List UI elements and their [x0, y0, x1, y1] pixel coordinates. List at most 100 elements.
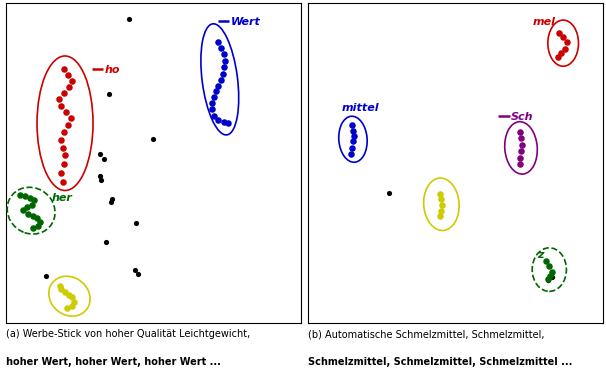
Point — [65, 291, 75, 298]
Point — [56, 170, 66, 176]
Point — [124, 16, 134, 22]
Point — [216, 45, 226, 51]
Text: hoher Wert, hoher Wert, hoher Wert ...: hoher Wert, hoher Wert, hoher Wert ... — [6, 357, 221, 367]
Point — [99, 156, 109, 163]
Point — [208, 100, 218, 106]
Point — [28, 225, 38, 231]
Point — [436, 207, 446, 214]
Point — [27, 202, 37, 208]
Point — [35, 218, 45, 225]
Point — [347, 145, 357, 151]
Point — [213, 83, 223, 89]
Point — [60, 152, 70, 158]
Point — [96, 151, 105, 158]
Point — [130, 267, 140, 273]
Point — [218, 71, 228, 77]
Text: mel: mel — [533, 17, 556, 27]
Point — [132, 220, 141, 227]
Point — [55, 283, 65, 289]
Point — [223, 120, 233, 126]
Point — [542, 258, 551, 264]
Point — [209, 94, 219, 100]
Point — [63, 72, 73, 78]
Point — [516, 148, 526, 154]
Point — [59, 129, 68, 135]
Point — [553, 54, 563, 60]
Text: (b) Automatische Schmelzmittel, Schmelzmittel,: (b) Automatische Schmelzmittel, Schmelzm… — [308, 329, 545, 339]
Point — [60, 289, 70, 295]
Point — [58, 179, 67, 185]
Point — [21, 193, 30, 199]
Point — [348, 127, 358, 134]
Point — [561, 45, 570, 52]
Point — [133, 270, 143, 277]
Point — [18, 207, 28, 213]
Point — [556, 50, 566, 56]
Point — [516, 161, 525, 167]
Point — [219, 119, 228, 125]
Point — [545, 273, 555, 279]
Text: Schmelzmittel, Schmelzmittel, Schmelzmittel ...: Schmelzmittel, Schmelzmittel, Schmelzmit… — [308, 357, 573, 367]
Point — [516, 135, 526, 142]
Point — [547, 274, 557, 280]
Point — [220, 58, 230, 64]
Point — [349, 133, 359, 139]
Point — [106, 199, 116, 205]
Point — [66, 114, 76, 121]
Point — [101, 239, 111, 245]
Point — [216, 77, 225, 83]
Point — [28, 213, 38, 219]
Point — [62, 109, 72, 115]
Point — [435, 213, 445, 219]
Point — [558, 34, 568, 40]
Text: mittel: mittel — [342, 103, 380, 113]
Point — [67, 303, 76, 309]
Point — [63, 122, 73, 128]
Text: ho: ho — [104, 65, 120, 75]
Point — [346, 151, 356, 157]
Point — [56, 103, 65, 109]
Point — [554, 29, 564, 36]
Point — [219, 51, 228, 58]
Point — [104, 91, 113, 98]
Point — [347, 122, 357, 129]
Point — [209, 113, 219, 119]
Point — [384, 190, 394, 196]
Text: (a) Werbe-Stick von hoher Qualität Leichtgewicht,: (a) Werbe-Stick von hoher Qualität Leich… — [6, 329, 250, 339]
Point — [41, 273, 51, 279]
Point — [33, 223, 43, 229]
Point — [95, 173, 105, 179]
Point — [547, 269, 557, 275]
Point — [515, 129, 525, 135]
Point — [207, 106, 217, 113]
Point — [213, 38, 223, 45]
Point — [56, 286, 66, 292]
Point — [69, 298, 79, 305]
Point — [213, 117, 223, 123]
Point — [59, 161, 68, 167]
Point — [58, 145, 67, 151]
Point — [148, 136, 158, 142]
Point — [67, 294, 77, 300]
Text: her: her — [52, 194, 73, 203]
Point — [59, 90, 68, 96]
Point — [219, 64, 229, 70]
Point — [211, 88, 221, 94]
Point — [436, 196, 446, 202]
Point — [515, 154, 525, 161]
Point — [25, 195, 35, 201]
Point — [96, 177, 106, 183]
Point — [22, 204, 32, 211]
Point — [348, 138, 358, 145]
Point — [56, 137, 66, 143]
Text: Sch: Sch — [511, 112, 533, 122]
Point — [562, 39, 572, 45]
Point — [59, 65, 68, 72]
Point — [107, 196, 117, 202]
Point — [65, 84, 75, 90]
Text: z: z — [537, 250, 543, 260]
Point — [62, 305, 72, 311]
Point — [544, 263, 554, 270]
Text: Wert: Wert — [230, 17, 261, 27]
Point — [55, 96, 64, 102]
